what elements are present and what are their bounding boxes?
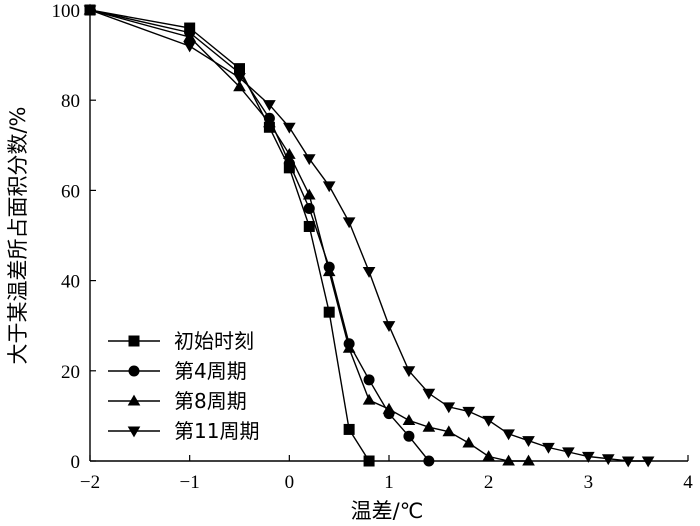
data-point-triangle-down bbox=[362, 267, 376, 278]
data-point-square bbox=[323, 306, 335, 318]
y-tick-label: 60 bbox=[61, 181, 80, 202]
x-tick-label: 2 bbox=[484, 472, 494, 493]
series-group bbox=[83, 3, 655, 468]
x-tick-label: 4 bbox=[683, 472, 693, 493]
data-point-triangle-down bbox=[233, 73, 246, 84]
data-point-triangle-up bbox=[422, 420, 436, 432]
data-point-triangle-down bbox=[522, 436, 535, 448]
data-point-triangle-up bbox=[442, 425, 456, 437]
data-point-triangle-up bbox=[482, 450, 495, 462]
data-point-triangle-up bbox=[502, 454, 515, 466]
legend-label: 第4周期 bbox=[174, 359, 247, 383]
data-point-triangle-down bbox=[621, 456, 635, 468]
data-point-triangle-down bbox=[263, 100, 276, 112]
data-point-triangle-down bbox=[462, 406, 476, 418]
series-4 bbox=[83, 5, 655, 468]
data-point-triangle-down bbox=[542, 442, 555, 454]
x-tick-label: 3 bbox=[584, 472, 594, 493]
x-tick-label: −2 bbox=[80, 472, 100, 493]
series-2 bbox=[84, 4, 435, 467]
legend-item: 第4周期 bbox=[108, 359, 247, 383]
data-point-triangle-up bbox=[322, 265, 336, 277]
legend-label: 初始时刻 bbox=[174, 329, 254, 353]
data-point-triangle-up bbox=[362, 393, 376, 405]
legend-label: 第8周期 bbox=[174, 389, 247, 413]
data-point-triangle-down bbox=[641, 456, 655, 468]
data-point-triangle-down bbox=[601, 454, 615, 466]
data-point-triangle-up bbox=[283, 147, 296, 159]
data-point-triangle-up bbox=[127, 394, 141, 406]
data-point-triangle-up bbox=[342, 341, 356, 353]
data-point-triangle-up bbox=[462, 436, 476, 448]
x-tick-label: −1 bbox=[180, 472, 200, 493]
y-tick-label: 0 bbox=[71, 452, 81, 473]
data-point-triangle-up bbox=[233, 80, 246, 92]
y-tick-label: 80 bbox=[61, 91, 80, 112]
series-line bbox=[89, 9, 529, 462]
data-point-triangle-down bbox=[83, 5, 97, 17]
data-point-triangle-up bbox=[402, 414, 416, 425]
data-point-triangle-down bbox=[342, 217, 356, 229]
y-tick-label: 100 bbox=[52, 1, 81, 22]
series-3 bbox=[83, 3, 535, 466]
data-point-circle bbox=[423, 455, 435, 467]
data-point-triangle-down bbox=[402, 366, 416, 378]
data-point-triangle-down bbox=[127, 426, 141, 438]
series-line bbox=[89, 9, 430, 462]
y-tick-label: 20 bbox=[61, 362, 80, 383]
data-point-triangle-down bbox=[482, 415, 495, 427]
x-ticks: −2 −1 0 1 2 3 4 bbox=[80, 455, 693, 493]
data-point-triangle-down bbox=[302, 154, 316, 166]
data-point-circle bbox=[363, 374, 375, 386]
data-point-triangle-up bbox=[302, 188, 316, 200]
y-axis-title: 大于某温差所占面积分数/% bbox=[6, 106, 30, 364]
data-point-square bbox=[128, 335, 140, 347]
data-point-triangle-down bbox=[502, 429, 515, 441]
y-ticks: 0 20 40 60 80 100 bbox=[52, 1, 96, 473]
data-point-square bbox=[363, 455, 375, 467]
data-point-square bbox=[303, 220, 315, 232]
x-tick-label: 0 bbox=[285, 472, 295, 493]
x-tick-label: 1 bbox=[384, 472, 394, 493]
data-point-triangle-down bbox=[322, 181, 336, 193]
data-point-circle bbox=[128, 365, 140, 377]
data-point-triangle-down bbox=[382, 321, 396, 333]
legend-item: 第8周期 bbox=[108, 389, 247, 413]
data-point-triangle-down bbox=[562, 447, 575, 459]
data-point-triangle-up bbox=[263, 116, 276, 128]
x-axis-title: 温差/℃ bbox=[351, 499, 424, 523]
data-point-triangle-up bbox=[183, 30, 196, 42]
data-point-triangle-down bbox=[442, 402, 456, 414]
data-point-triangle-down bbox=[283, 122, 296, 134]
data-point-square bbox=[343, 423, 355, 435]
data-point-triangle-up bbox=[382, 402, 396, 414]
data-point-triangle-down bbox=[582, 451, 595, 463]
legend-label: 第11周期 bbox=[174, 419, 259, 443]
legend-item: 第11周期 bbox=[108, 419, 259, 443]
data-point-triangle-down bbox=[422, 388, 436, 400]
data-point-triangle-down bbox=[183, 41, 196, 53]
data-point-triangle-up bbox=[522, 454, 535, 466]
legend-item: 初始时刻 bbox=[108, 329, 254, 353]
y-tick-label: 40 bbox=[61, 272, 80, 293]
data-point-circle bbox=[403, 430, 415, 442]
